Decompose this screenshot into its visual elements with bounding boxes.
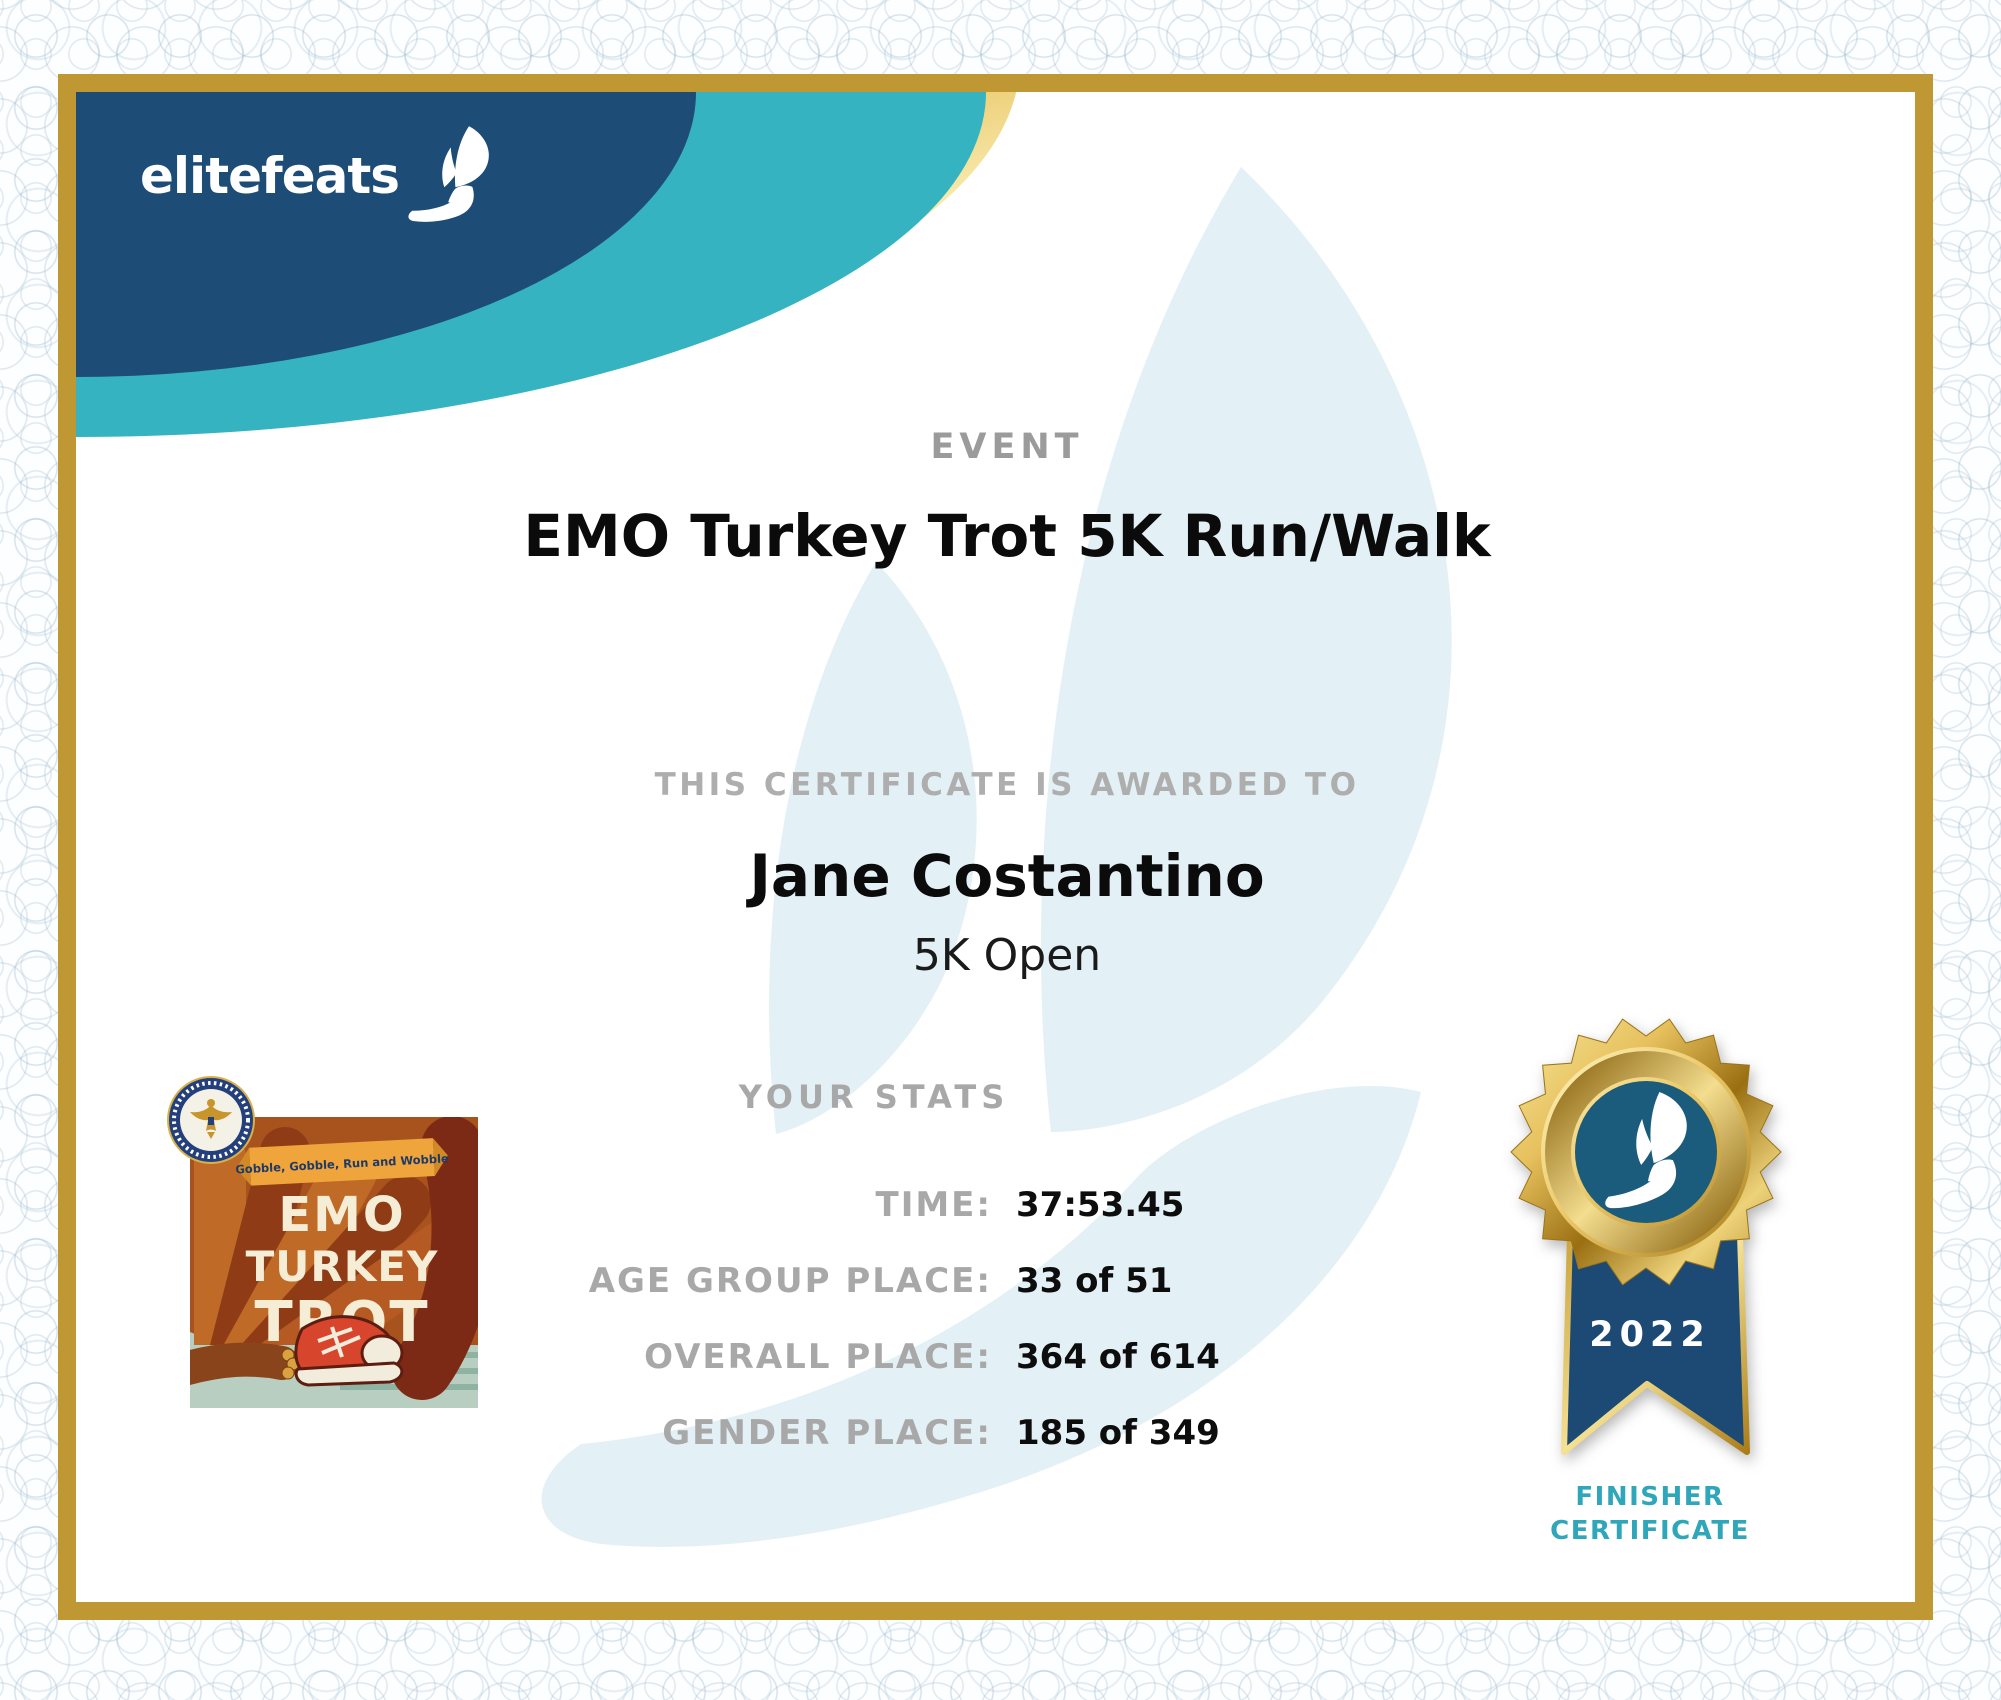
stat-label-overall-place: OVERALL PLACE: — [644, 1337, 992, 1377]
event-label: EVENT — [930, 427, 1084, 467]
stat-value-gender-place: 185 of 349 — [1016, 1413, 1220, 1453]
logo-banner: Gobble, Gobble, Run and Wobble — [235, 1138, 449, 1186]
your-stats-heading: YOUR STATS — [738, 1078, 1010, 1116]
finisher-medal: 2022 — [1510, 1018, 1782, 1455]
winged-foot-icon — [401, 117, 499, 238]
division-name: 5K Open — [912, 930, 1102, 981]
table-row: GENDER PLACE: 185 of 349 — [292, 1395, 1712, 1471]
finisher-caption: FINISHER CERTIFICATE — [1495, 1480, 1805, 1548]
stat-value-time: 37:53.45 — [1016, 1185, 1185, 1225]
turkey-leg-and-sneaker — [190, 1315, 404, 1387]
finisher-caption-line2: CERTIFICATE — [1550, 1516, 1750, 1546]
finisher-caption-line1: FINISHER — [1575, 1482, 1725, 1512]
stat-label-age-group-place: AGE GROUP PLACE: — [588, 1261, 992, 1301]
recipient-name: Jane Costantino — [749, 842, 1265, 910]
event-logo-art: Gobble, Gobble, Run and Wobble EMO TURKE… — [190, 1117, 478, 1408]
awarded-to-label: THIS CERTIFICATE IS AWARDED TO — [654, 767, 1360, 803]
table-row: AGE GROUP PLACE: 33 of 51 — [292, 1243, 1712, 1319]
table-row: TIME: 37:53.45 — [292, 1167, 1712, 1243]
svg-text:EMO: EMO — [278, 1187, 405, 1243]
navy-curve — [76, 92, 696, 377]
brand-logo-text: elitefeats — [140, 147, 400, 205]
eagle-seal-icon — [167, 1076, 255, 1164]
stat-label-gender-place: GENDER PLACE: — [662, 1413, 992, 1453]
stats-table: TIME: 37:53.45 AGE GROUP PLACE: 33 of 51… — [292, 1167, 1712, 1471]
medal-year: 2022 — [1589, 1315, 1710, 1355]
gold-crescent — [76, 92, 1017, 425]
stat-value-overall-place: 364 of 614 — [1016, 1337, 1220, 1377]
stat-value-age-group-place: 33 of 51 — [1016, 1261, 1173, 1301]
event-name: EMO Turkey Trot 5K Run/Walk — [523, 502, 1491, 570]
svg-text:TURKEY: TURKEY — [246, 1242, 439, 1291]
table-row: OVERALL PLACE: 364 of 614 — [292, 1319, 1712, 1395]
stat-label-time: TIME: — [875, 1185, 992, 1225]
certificate-frame: elitefeats EVENT EMO Turkey Trot 5K Run/… — [58, 74, 1933, 1620]
